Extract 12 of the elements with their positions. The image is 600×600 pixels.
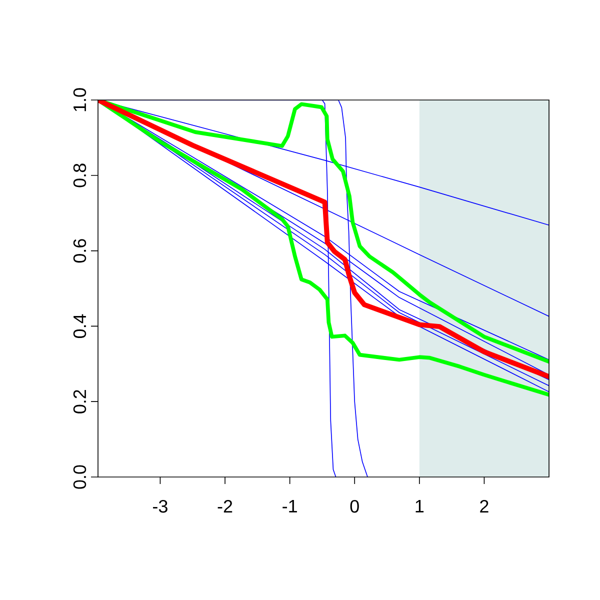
y-tick-label: 0.4	[73, 314, 86, 338]
y-tick-label: 0.8	[73, 164, 86, 188]
x-tick-label: 0	[350, 500, 359, 513]
y-tick-label: 0.2	[73, 390, 86, 414]
x-tick-label: -1	[282, 500, 297, 512]
x-tick-label: -2	[218, 500, 232, 513]
x-tick-label: -3	[153, 500, 168, 513]
y-tick-label: 1.0	[73, 88, 86, 112]
x-tick-label: 1	[416, 500, 424, 512]
x-tick-label: 2	[480, 500, 488, 513]
y-tick-label: 0.0	[73, 465, 86, 489]
y-tick-label: 0.6	[73, 239, 86, 263]
